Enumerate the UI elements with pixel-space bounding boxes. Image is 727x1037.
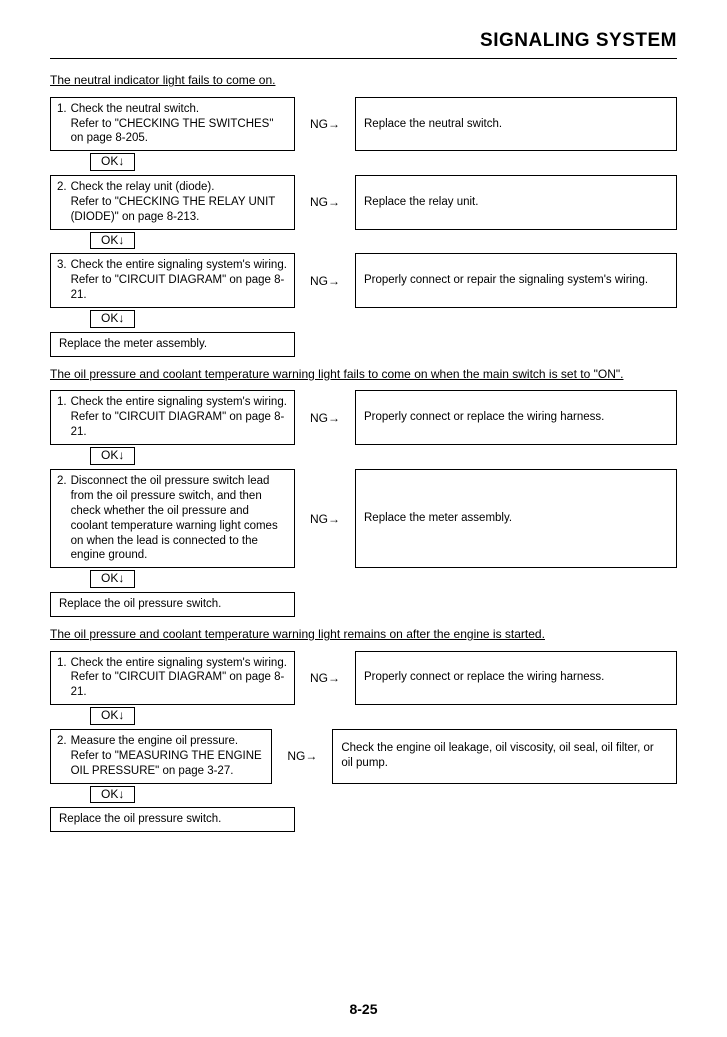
page: SIGNALING SYSTEM The neutral indicator l… <box>0 0 727 1037</box>
flow-row: 2.Check the relay unit (diode). Refer to… <box>50 175 677 230</box>
page-number: 8-25 <box>0 1001 727 1017</box>
step-number: 2. <box>57 734 71 779</box>
ng-arrow: NG→ <box>295 390 355 445</box>
step-box: 1.Check the neutral switch. Refer to "CH… <box>50 97 295 152</box>
step-box: 2.Measure the engine oil pressure. Refer… <box>50 729 272 784</box>
flow-row: 1.Check the entire signaling system's wi… <box>50 651 677 706</box>
step-text: Check the entire signaling system's wiri… <box>71 656 288 701</box>
step-text: Check the entire signaling system's wiri… <box>71 258 288 303</box>
ng-arrow: NG→ <box>272 729 332 784</box>
action-box: Replace the neutral switch. <box>355 97 677 152</box>
step-text: Check the neutral switch. Refer to "CHEC… <box>71 102 288 147</box>
section-heading: The oil pressure and coolant temperature… <box>50 367 677 383</box>
step-box: 1.Check the entire signaling system's wi… <box>50 651 295 706</box>
flow-row: 1.Check the neutral switch. Refer to "CH… <box>50 97 677 152</box>
ok-arrow: OK↓ <box>90 447 135 465</box>
step-number: 2. <box>57 180 71 225</box>
step-number: 1. <box>57 656 71 701</box>
ok-arrow: OK↓ <box>90 786 135 804</box>
step-number: 1. <box>57 395 71 440</box>
flow-row: 2.Measure the engine oil pressure. Refer… <box>50 729 677 784</box>
ng-arrow: NG→ <box>295 175 355 230</box>
ok-arrow: OK↓ <box>90 570 135 588</box>
action-text: Replace the relay unit. <box>364 195 478 210</box>
final-box: Replace the meter assembly. <box>50 332 295 357</box>
action-text: Replace the neutral switch. <box>364 117 502 132</box>
action-text: Check the engine oil leakage, oil viscos… <box>341 741 668 771</box>
action-box: Replace the meter assembly. <box>355 469 677 569</box>
step-text: Disconnect the oil pressure switch lead … <box>71 474 288 564</box>
flow-row: 3.Check the entire signaling system's wi… <box>50 253 677 308</box>
final-box: Replace the oil pressure switch. <box>50 592 295 617</box>
ng-arrow: NG→ <box>295 469 355 569</box>
action-text: Properly connect or repair the signaling… <box>364 273 648 288</box>
action-box: Replace the relay unit. <box>355 175 677 230</box>
step-text: Check the relay unit (diode). Refer to "… <box>71 180 288 225</box>
step-text: Check the entire signaling system's wiri… <box>71 395 288 440</box>
section-heading: The neutral indicator light fails to com… <box>50 73 677 89</box>
sections-container: The neutral indicator light fails to com… <box>50 73 677 832</box>
action-box: Properly connect or repair the signaling… <box>355 253 677 308</box>
ok-arrow: OK↓ <box>90 232 135 250</box>
step-box: 1.Check the entire signaling system's wi… <box>50 390 295 445</box>
step-text: Measure the engine oil pressure. Refer t… <box>71 734 266 779</box>
step-number: 3. <box>57 258 71 303</box>
step-box: 3.Check the entire signaling system's wi… <box>50 253 295 308</box>
step-number: 1. <box>57 102 71 147</box>
ok-arrow: OK↓ <box>90 310 135 328</box>
flow-row: 2.Disconnect the oil pressure switch lea… <box>50 469 677 569</box>
ok-arrow: OK↓ <box>90 153 135 171</box>
section-heading: The oil pressure and coolant temperature… <box>50 627 677 643</box>
action-box: Check the engine oil leakage, oil viscos… <box>332 729 677 784</box>
flow-row: 1.Check the entire signaling system's wi… <box>50 390 677 445</box>
action-text: Replace the meter assembly. <box>364 511 512 526</box>
ok-arrow: OK↓ <box>90 707 135 725</box>
step-box: 2.Check the relay unit (diode). Refer to… <box>50 175 295 230</box>
ng-arrow: NG→ <box>295 97 355 152</box>
ng-arrow: NG→ <box>295 651 355 706</box>
final-box: Replace the oil pressure switch. <box>50 807 295 832</box>
page-title: SIGNALING SYSTEM <box>50 30 677 52</box>
action-text: Properly connect or replace the wiring h… <box>364 670 604 685</box>
step-box: 2.Disconnect the oil pressure switch lea… <box>50 469 295 569</box>
ng-arrow: NG→ <box>295 253 355 308</box>
action-box: Properly connect or replace the wiring h… <box>355 390 677 445</box>
step-number: 2. <box>57 474 71 564</box>
action-text: Properly connect or replace the wiring h… <box>364 410 604 425</box>
action-box: Properly connect or replace the wiring h… <box>355 651 677 706</box>
title-rule <box>50 58 677 59</box>
